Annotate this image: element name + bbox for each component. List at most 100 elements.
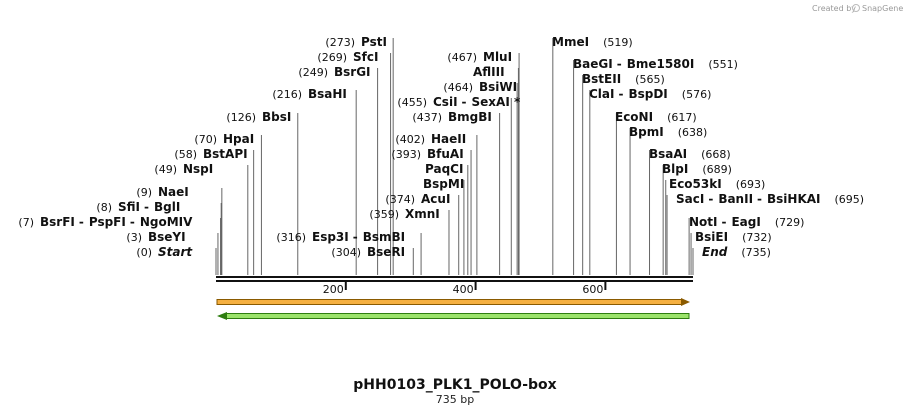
site-label-bmgbi[interactable]: BmgBI [448, 110, 492, 124]
site-label-blpi[interactable]: BlpI (689) [662, 162, 732, 176]
enzyme-name: BfuAI [427, 147, 464, 161]
enzyme-name: SacI [676, 192, 704, 206]
site-label-baegi-bme1580i[interactable]: BaeGI - Bme1580I (551) [573, 57, 738, 71]
name-separator: - [353, 230, 358, 244]
arrow-left-icon [217, 312, 227, 320]
site-label-bbsi[interactable]: BbsI [262, 110, 291, 124]
site-label-psti[interactable]: PstI [361, 35, 387, 49]
site-label-bstapi[interactable]: BstAPI [203, 147, 248, 161]
site-label-bspmi[interactable]: BspMI [423, 177, 464, 191]
name-separator: - [708, 192, 713, 206]
site-label-sfci[interactable]: SfcI [353, 50, 378, 64]
site-position-esp3i-bsmbi: (316) [276, 231, 306, 244]
site-position: (693) [736, 178, 766, 191]
name-separator: - [617, 57, 622, 71]
site-position-csii-sexai-: (455) [397, 96, 427, 109]
enzyme-name: BsrFI [40, 215, 75, 229]
site-label-bsrfi-pspfi-ngomiv[interactable]: BsrFI - PspFI - NgoMIV [40, 215, 193, 229]
site-label-mlui[interactable]: MluI [483, 50, 512, 64]
site-label-eco53ki[interactable]: Eco53kI (693) [669, 177, 765, 191]
site-position-sfci: (269) [317, 51, 347, 64]
site-label-paqci[interactable]: PaqCI [425, 162, 463, 176]
site-label-mmei[interactable]: MmeI (519) [552, 35, 633, 49]
enzyme-name: BsiEI [695, 230, 728, 244]
site-label-bfuai[interactable]: BfuAI [427, 147, 464, 161]
enzyme-name: AcuI [421, 192, 450, 206]
site-label-acui[interactable]: AcuI [421, 192, 450, 206]
enzyme-name: BanII [718, 192, 753, 206]
site-position-bfuai: (393) [391, 148, 421, 161]
enzyme-name: HaeII [431, 132, 466, 146]
axis-tick-label-400: 400 [453, 283, 474, 296]
site-position: (668) [701, 148, 731, 161]
site-position-haeii: (402) [395, 133, 425, 146]
site-label-econi[interactable]: EcoNI (617) [615, 110, 697, 124]
axis-tick-label-200: 200 [323, 283, 344, 296]
site-position: (689) [702, 163, 732, 176]
site-label-clai-bspdi[interactable]: ClaI - BspDI (576) [589, 87, 711, 101]
site-label-bsahi[interactable]: BsaHI [308, 87, 347, 101]
enzyme-name: BglI [154, 200, 180, 214]
site-label-end[interactable]: End (735) [702, 245, 771, 259]
site-label-bsiwi[interactable]: BsiWI [479, 80, 517, 94]
site-position-bbsi: (126) [226, 111, 256, 124]
site-label-noti-eagi[interactable]: NotI - EagI (729) [689, 215, 804, 229]
site-label-bsrgi[interactable]: BsrGI [334, 65, 371, 79]
site-label-hpai[interactable]: HpaI [223, 132, 254, 146]
site-labels: (0) Start(3) BseYI(7) BsrFI - PspFI - NgoMIV(8)… [18, 35, 864, 259]
site-position-psti: (273) [325, 36, 355, 49]
site-position-bsrgi: (249) [298, 66, 328, 79]
snapgene-credit: Created by SnapGene [812, 4, 903, 13]
site-label-csii-sexai-[interactable]: CsiI - SexAI * [433, 95, 521, 109]
enzyme-name: BpmI [629, 125, 664, 139]
site-label-saci-banii-bsihkai[interactable]: SacI - BanII - BsiHKAI (695) [676, 192, 864, 206]
site-label-esp3i-bsmbi[interactable]: Esp3I - BsmBI [312, 230, 405, 244]
site-label-afliii[interactable]: AflIII [473, 65, 505, 79]
site-label-bseyi[interactable]: BseYI [148, 230, 186, 244]
enzyme-name: SfcI [353, 50, 378, 64]
site-label-bseri[interactable]: BseRI [367, 245, 405, 259]
site-label-naei[interactable]: NaeI [158, 185, 189, 199]
name-separator: - [144, 200, 149, 214]
sequence-backbone [216, 276, 693, 282]
enzyme-name: BsaAI [649, 147, 687, 161]
site-label-start[interactable]: Start [158, 245, 193, 259]
enzyme-name: NspI [183, 162, 213, 176]
site-position-nspi: (49) [154, 163, 177, 176]
site-position-mlui: (467) [447, 51, 477, 64]
site-label-bsaai[interactable]: BsaAI (668) [649, 147, 731, 161]
credit-brand: SnapGene [862, 4, 903, 13]
site-label-xmni[interactable]: XmnI [405, 207, 440, 221]
enzyme-name: End [702, 245, 728, 259]
enzyme-name: HpaI [223, 132, 254, 146]
enzyme-name: CsiI [433, 95, 458, 109]
enzyme-name: BbsI [262, 110, 291, 124]
plasmid-length: 735 bp [436, 393, 474, 406]
enzyme-name: XmnI [405, 207, 440, 221]
site-label-haeii[interactable]: HaeII [431, 132, 466, 146]
enzyme-name: EcoNI [615, 110, 653, 124]
enzyme-name: PspFI [89, 215, 126, 229]
reverse-feature-arrow[interactable] [217, 312, 690, 320]
site-label-bsiei[interactable]: BsiEI (732) [695, 230, 772, 244]
site-position: (519) [603, 36, 633, 49]
site-label-bpmi[interactable]: BpmI (638) [629, 125, 707, 139]
site-label-sfii-bgli[interactable]: SfiI - BglI [118, 200, 180, 214]
forward-feature-arrow[interactable] [216, 298, 690, 306]
site-position-bmgbi: (437) [412, 111, 442, 124]
enzyme-name: Eco53kI [669, 177, 722, 191]
site-position: (551) [708, 58, 738, 71]
site-position-start: (0) [136, 246, 152, 259]
enzyme-name: BsrGI [334, 65, 371, 79]
enzyme-name: BaeGI [573, 57, 613, 71]
site-position: (576) [682, 88, 712, 101]
site-position: (565) [635, 73, 665, 86]
site-position-xmni: (359) [369, 208, 399, 221]
feature-track [216, 298, 690, 320]
site-label-nspi[interactable]: NspI [183, 162, 213, 176]
site-position-bseyi: (3) [126, 231, 142, 244]
site-label-bsteii[interactable]: BstEII (565) [582, 72, 665, 86]
site-position-bseri: (304) [331, 246, 361, 259]
site-position: (729) [775, 216, 805, 229]
site-position-bsahi: (216) [272, 88, 302, 101]
